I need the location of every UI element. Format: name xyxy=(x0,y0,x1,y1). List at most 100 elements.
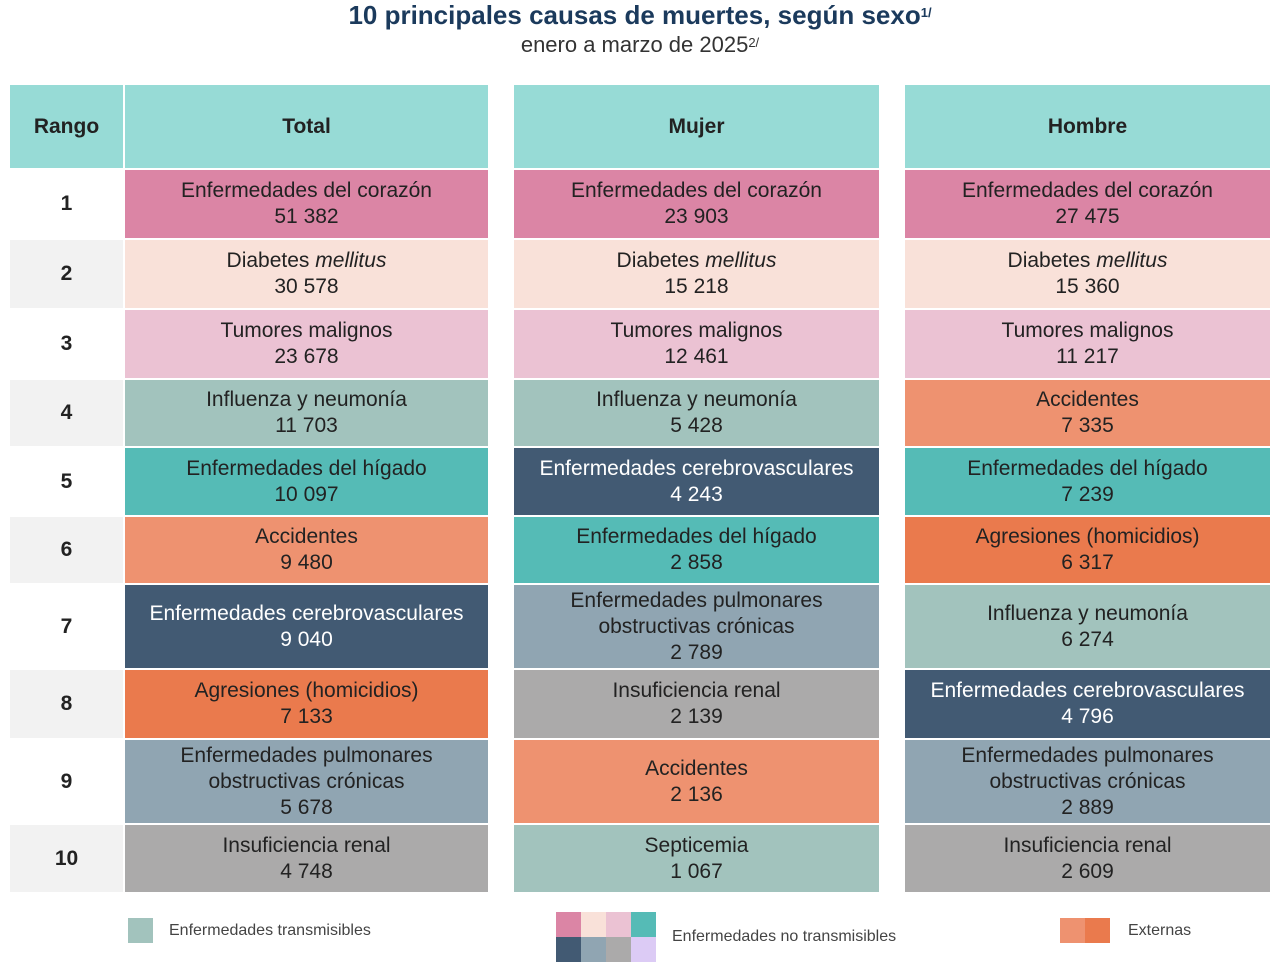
cause-name-text: Agresiones (homicidios) xyxy=(194,679,419,702)
cause-name: Insuficiencia renal xyxy=(1003,833,1171,859)
cause-name: Influenza y neumonía xyxy=(987,601,1188,627)
cause-name-text: Accidentes xyxy=(255,525,358,548)
cause-name: Enfermedades cerebrovasculares xyxy=(931,678,1245,704)
column-gap xyxy=(488,740,514,823)
cause-cell-mujer: Enfermedades pulmonares obstructivas cró… xyxy=(514,585,879,668)
cause-value: 2 889 xyxy=(1061,795,1114,819)
subtitle-text: enero a marzo de 2025 xyxy=(520,32,749,57)
cause-name-text: Influenza y neumonía xyxy=(596,388,797,411)
rank-cell: 1 xyxy=(60,192,73,215)
cause-value: 9 040 xyxy=(280,627,333,651)
column-gap xyxy=(879,240,905,308)
title-text: 10 principales causas de muertes, según … xyxy=(348,0,921,30)
cause-name-text: Enfermedades cerebrovasculares xyxy=(149,601,464,625)
cause-cell-hombre: Enfermedades del corazón 27 475 xyxy=(905,170,1270,238)
column-gap xyxy=(488,448,514,515)
cause-cell-hombre: Accidentes 7 335 xyxy=(905,380,1270,446)
cause-value: 1 067 xyxy=(670,859,723,883)
cause-cell-mujer: Enfermedades del corazón 23 903 xyxy=(514,170,879,238)
legend-label: Enfermedades transmisibles xyxy=(169,921,371,939)
cause-name-text: Insuficiencia renal xyxy=(612,679,781,702)
cause-value: 4 796 xyxy=(1061,705,1114,728)
header-rank: Rango xyxy=(10,85,123,168)
cause-cell-hombre: Enfermedades cerebrovasculares 4 796 xyxy=(905,670,1270,738)
cause-name-italic: mellitus xyxy=(1096,249,1168,272)
cause-cell-total: Influenza y neumonía 11 703 xyxy=(125,380,488,446)
cause-cell-hombre: Insuficiencia renal 2 609 xyxy=(905,825,1270,892)
legend-swatch-transmisibles xyxy=(128,918,153,943)
cause-name: Diabetes mellitus xyxy=(1008,248,1168,274)
cause-name-italic: mellitus xyxy=(705,249,777,272)
cause-cell-total: Accidentes 9 480 xyxy=(125,517,488,583)
column-gap xyxy=(488,240,514,308)
cause-name: Tumores malignos xyxy=(611,318,783,344)
column-gap xyxy=(488,585,514,668)
cause-value: 5 678 xyxy=(280,795,333,819)
column-gap xyxy=(879,170,905,238)
cause-value: 10 097 xyxy=(274,482,339,506)
cause-value: 30 578 xyxy=(274,275,339,298)
cause-value: 7 335 xyxy=(1061,414,1114,437)
cause-name: Enfermedades del corazón xyxy=(962,178,1213,204)
cause-name-text: Tumores malignos xyxy=(1001,319,1174,342)
cause-name-text: Enfermedades cerebrovasculares xyxy=(930,679,1245,702)
legend-swatch-externas xyxy=(1060,918,1085,943)
legend-label: Externas xyxy=(1128,921,1192,939)
cause-value: 23 678 xyxy=(274,345,339,368)
cause-name-text: Accidentes xyxy=(645,756,748,780)
cause-name: Accidentes xyxy=(1036,387,1139,413)
legend-transmisibles: Enfermedades transmisibles xyxy=(128,918,371,943)
cause-name-text: Enfermedades del hígado xyxy=(967,456,1208,480)
column-gap xyxy=(488,670,514,738)
cause-name-text: Enfermedades del corazón xyxy=(962,179,1213,202)
cause-value: 15 218 xyxy=(664,275,729,298)
cause-value: 9 480 xyxy=(280,551,333,574)
cause-cell-mujer: Insuficiencia renal 2 139 xyxy=(514,670,879,738)
cause-value: 6 317 xyxy=(1061,551,1114,574)
column-gap xyxy=(879,517,905,583)
cause-name-text: Tumores malignos xyxy=(220,319,393,342)
cause-name: Insuficiencia renal xyxy=(612,678,780,704)
column-gap xyxy=(879,310,905,378)
cause-name-text: Enfermedades del hígado xyxy=(576,525,817,548)
cause-name: Enfermedades pulmonares obstructivas cró… xyxy=(157,743,457,795)
cause-name: Enfermedades cerebrovasculares xyxy=(540,456,854,482)
column-gap xyxy=(488,380,514,446)
column-gap xyxy=(488,825,514,892)
cause-value: 4 748 xyxy=(280,859,333,883)
header-hombre: Hombre xyxy=(905,85,1270,168)
cause-name: Accidentes xyxy=(645,756,748,782)
rank-cell: 5 xyxy=(60,469,73,493)
legend-label: Enfermedades no transmisibles xyxy=(672,928,897,945)
cause-name: Diabetes mellitus xyxy=(227,248,387,274)
cause-cell-hombre: Diabetes mellitus 15 360 xyxy=(905,240,1270,308)
cause-value: 2 139 xyxy=(670,705,723,728)
subtitle-footnote: 2/ xyxy=(748,35,760,50)
cause-name: Enfermedades del hígado xyxy=(967,456,1208,482)
cause-name-text: Enfermedades del corazón xyxy=(571,179,822,202)
rank-cell: 6 xyxy=(10,517,123,583)
cause-name: Influenza y neumonía xyxy=(596,387,797,413)
cause-cell-hombre: Enfermedades del hígado 7 239 xyxy=(905,448,1270,515)
cause-name-text: Insuficiencia renal xyxy=(222,833,391,857)
legend-externas: Externas xyxy=(1060,918,1191,943)
cause-name-text: Influenza y neumonía xyxy=(987,601,1188,625)
cause-name-text: Insuficiencia renal xyxy=(1003,833,1172,857)
cause-value: 23 903 xyxy=(664,205,729,228)
cause-cell-mujer: Enfermedades del hígado 2 858 xyxy=(514,517,879,583)
legend-swatch-grid xyxy=(556,912,656,962)
cause-name-text: Accidentes xyxy=(1036,388,1139,411)
cause-name: Enfermedades del hígado xyxy=(186,456,427,482)
cause-cell-hombre: Enfermedades pulmonares obstructivas cró… xyxy=(905,740,1270,823)
cause-name-text: Enfermedades pulmonares obstructivas cró… xyxy=(570,588,823,638)
column-gap xyxy=(879,585,905,668)
cause-name-text: Diabetes xyxy=(1007,249,1091,272)
cause-name: Enfermedades pulmonares obstructivas cró… xyxy=(938,743,1238,795)
rank-cell: 10 xyxy=(10,825,123,892)
cause-cell-total: Enfermedades pulmonares obstructivas cró… xyxy=(125,740,488,823)
column-gap xyxy=(488,85,514,168)
cause-name: Tumores malignos xyxy=(221,318,393,344)
cause-value: 15 360 xyxy=(1055,275,1120,298)
cause-name: Agresiones (homicidios) xyxy=(975,524,1199,550)
column-gap xyxy=(879,85,905,168)
